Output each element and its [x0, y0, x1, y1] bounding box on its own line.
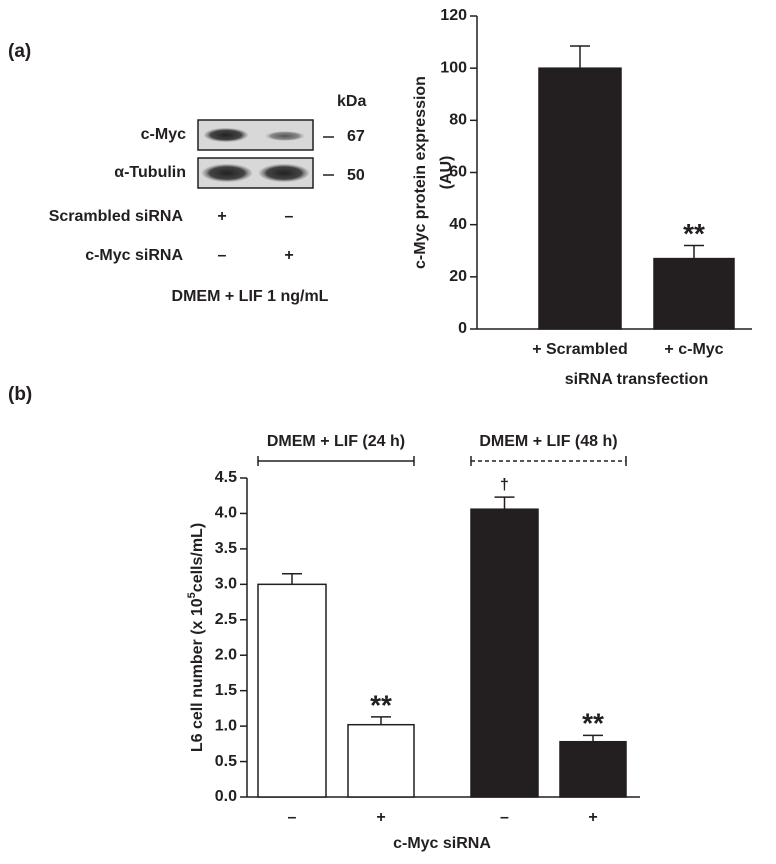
- y-tick-label: 4.0: [215, 505, 237, 522]
- y-tick-label: 4.5: [215, 469, 237, 486]
- x-axis-label: c-Myc siRNA: [393, 835, 491, 852]
- blot-unit: kDa: [337, 93, 366, 110]
- bar: [559, 740, 627, 798]
- y-tick-label: 0.0: [215, 788, 237, 805]
- lane-sign: –: [218, 247, 227, 264]
- y-tick-label: 2.0: [215, 646, 237, 663]
- blot-panel: kDa c-Myc 67 α-Tubulin 50 Scrambled siRN…: [49, 93, 367, 305]
- y-tick-label: 20: [449, 268, 467, 285]
- blot-band: [202, 164, 252, 182]
- y-tick-label: 80: [449, 112, 467, 129]
- panel-label: (b): [8, 384, 32, 405]
- x-tick-label: –: [288, 809, 297, 826]
- blot-band: [204, 128, 248, 142]
- lane-sign: +: [284, 247, 293, 264]
- significance-marker: †: [500, 476, 509, 493]
- blot-band: [259, 164, 309, 182]
- x-tick-label: + c-Myc: [664, 341, 723, 358]
- lane-sign: –: [285, 208, 294, 225]
- condition-label: c-Myc siRNA: [85, 247, 183, 264]
- x-tick-label: +: [376, 809, 385, 826]
- y-tick-label: 1.5: [215, 682, 237, 699]
- bar: [653, 257, 735, 330]
- x-axis-label: siRNA transfection: [565, 371, 708, 388]
- bar: [538, 67, 622, 330]
- y-tick-label: 2.5: [215, 611, 237, 628]
- y-tick-label: 1.0: [215, 717, 237, 734]
- lane-sign: +: [217, 208, 226, 225]
- y-axis-label-part: cells/mL): [189, 523, 206, 592]
- blot-medium: DMEM + LIF 1 ng/mL: [172, 288, 329, 305]
- bar: [470, 508, 539, 798]
- y-tick-label: 60: [449, 164, 467, 181]
- y-tick-label: 3.5: [215, 540, 237, 557]
- x-tick-label: + Scrambled: [532, 341, 628, 358]
- bar: [257, 583, 327, 798]
- blot-size: 67: [347, 128, 365, 145]
- significance-marker: **: [683, 218, 705, 249]
- blot-row-label: c-Myc: [141, 126, 186, 143]
- blot-row-label: α-Tubulin: [114, 164, 186, 181]
- y-tick-label: 0.5: [215, 753, 237, 770]
- x-tick-label: –: [500, 809, 509, 826]
- x-tick-label: +: [588, 809, 597, 826]
- y-tick-label: 100: [440, 59, 467, 76]
- group-label: DMEM + LIF (48 h): [479, 433, 617, 450]
- panel-label: (a): [8, 41, 31, 62]
- blot-band: [265, 131, 305, 141]
- condition-label: Scrambled siRNA: [49, 208, 184, 225]
- y-tick-label: 120: [440, 7, 467, 24]
- y-tick-label: 3.0: [215, 576, 237, 593]
- y-axis-label: c-Myc protein expression: [412, 76, 429, 269]
- blot-size: 50: [347, 167, 365, 184]
- y-tick-label: 0: [458, 320, 467, 337]
- y-axis-label: L6 cell number (x 105cells/mL): [186, 523, 206, 752]
- significance-marker: **: [582, 708, 604, 739]
- y-tick-label: 40: [449, 216, 467, 233]
- y-axis-label-sup: 5: [186, 592, 198, 598]
- y-axis-label-part: L6 cell number (x 10: [189, 598, 206, 752]
- bar: [347, 723, 415, 798]
- group-label: DMEM + LIF (24 h): [267, 433, 405, 450]
- y-axis-label: (AU): [438, 156, 455, 190]
- significance-marker: **: [370, 689, 392, 720]
